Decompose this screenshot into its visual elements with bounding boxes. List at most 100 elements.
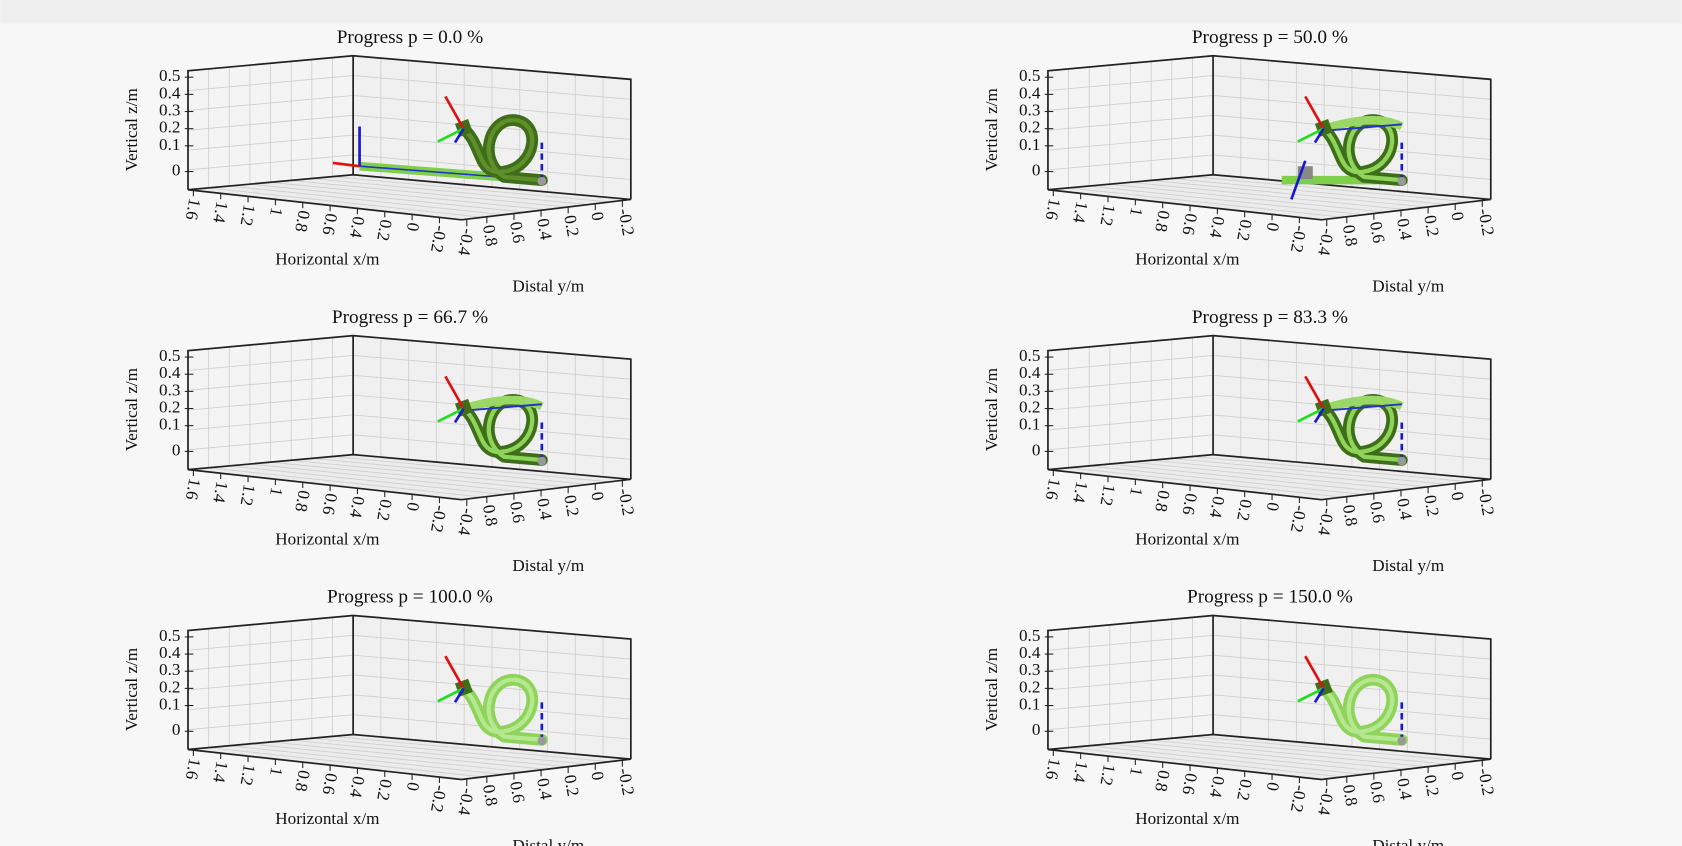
y-tick-label: 0.2 bbox=[1420, 773, 1442, 797]
y-tick-label: 0.8 bbox=[479, 223, 501, 247]
y-tick-label: 0.6 bbox=[1366, 220, 1389, 245]
z-tick-label: 0 bbox=[172, 440, 181, 459]
panel-title: Progress p = 83.3 % bbox=[1192, 307, 1348, 328]
z-tick-label: 0 bbox=[1032, 160, 1041, 179]
x-tick-label: 1.6 bbox=[1042, 197, 1065, 222]
z-tick-label: 0.4 bbox=[159, 83, 181, 102]
x-tick-label: 0.8 bbox=[291, 209, 313, 233]
z-tick-label: 0.5 bbox=[1019, 66, 1040, 85]
x-tick-label: 1.4 bbox=[1069, 760, 1092, 785]
x-tick-label: 1.6 bbox=[182, 477, 205, 502]
x-tick-label: 1.2 bbox=[237, 763, 259, 787]
z-tick-label: 0.4 bbox=[159, 643, 181, 662]
z-tick-label: 0.5 bbox=[159, 66, 180, 85]
y-axis-label: Distal y/m bbox=[512, 556, 585, 575]
y-tick-label: 0.4 bbox=[533, 217, 556, 242]
y-tick-label: 0.8 bbox=[479, 783, 501, 807]
x-axis-label: Horizontal x/m bbox=[1135, 249, 1240, 268]
x-tick-label: 0.4 bbox=[1206, 495, 1229, 520]
x-tick-label: 0.8 bbox=[1151, 489, 1173, 513]
x-axis-label: Horizontal x/m bbox=[275, 529, 380, 548]
x-tick-label: 1.4 bbox=[1069, 480, 1092, 505]
panel-title: Progress p = 50.0 % bbox=[1192, 27, 1348, 48]
z-axis-label: Vertical z/m bbox=[122, 647, 141, 731]
z-tick-label: 0.3 bbox=[1019, 660, 1040, 679]
y-tick-label: 0.4 bbox=[1393, 497, 1416, 522]
z-tick-label: 0 bbox=[172, 160, 181, 179]
x-tick-label: 0.2 bbox=[1233, 218, 1255, 242]
y-tick-label: 0.6 bbox=[1366, 780, 1389, 805]
z-tick-label: 0.2 bbox=[1019, 677, 1040, 696]
z-tick-label: 0.3 bbox=[1019, 100, 1040, 119]
x-axis-label: Horizontal x/m bbox=[275, 249, 380, 268]
z-tick-label: 0.4 bbox=[1019, 83, 1041, 102]
x-tick-label: 0.2 bbox=[373, 498, 395, 522]
z-axis-label: Vertical z/m bbox=[982, 87, 1001, 171]
x-tick-label: 1.4 bbox=[209, 200, 232, 225]
x-tick-label: 1.6 bbox=[182, 197, 205, 222]
panel-title: Progress p = 66.7 % bbox=[332, 307, 488, 328]
y-axis-label: Distal y/m bbox=[512, 276, 585, 295]
x-tick-label: 0.4 bbox=[346, 215, 369, 240]
z-tick-label: 0 bbox=[172, 720, 181, 739]
z-tick-label: 0.2 bbox=[1019, 118, 1040, 137]
base bbox=[538, 737, 547, 746]
y-tick-label: 0.8 bbox=[1339, 223, 1361, 247]
x-tick-label: 0.2 bbox=[373, 778, 395, 802]
y-tick-label: 0.6 bbox=[1366, 500, 1389, 525]
y-axis-label: Distal y/m bbox=[1372, 836, 1445, 846]
y-tick-label: 0.6 bbox=[506, 780, 529, 805]
x-tick-label: 1.6 bbox=[1042, 757, 1065, 782]
x-tick-label: 1.6 bbox=[182, 757, 205, 782]
z-tick-label: 0.2 bbox=[159, 118, 180, 137]
z-tick-label: 0.2 bbox=[159, 677, 180, 696]
y-tick-label: 0.4 bbox=[1393, 217, 1416, 242]
x-tick-label: 1.2 bbox=[237, 203, 259, 227]
y-tick-label: 0.2 bbox=[560, 493, 582, 517]
y-tick-label: 0.8 bbox=[1339, 783, 1361, 807]
y-tick-label: 0.2 bbox=[560, 214, 582, 238]
x-tick-label: 0.2 bbox=[1233, 498, 1255, 522]
x-tick-label: 0.8 bbox=[291, 489, 313, 513]
z-tick-label: 0 bbox=[1032, 440, 1041, 459]
x-tick-label: 1.6 bbox=[1042, 477, 1065, 502]
z-tick-label: 0.1 bbox=[159, 694, 180, 713]
x-tick-label: 0.8 bbox=[1151, 209, 1173, 233]
z-tick-label: 0.1 bbox=[159, 415, 180, 434]
panel-title: Progress p = 100.0 % bbox=[327, 587, 493, 608]
x-tick-label: 0.4 bbox=[346, 775, 369, 800]
z-tick-label: 0.1 bbox=[1019, 415, 1040, 434]
z-tick-label: 0.3 bbox=[159, 660, 180, 679]
base bbox=[538, 177, 547, 186]
y-axis-label: Distal y/m bbox=[512, 836, 585, 846]
y-tick-label: 0.6 bbox=[506, 500, 529, 525]
top-bar bbox=[0, 0, 1681, 24]
z-tick-label: 0.4 bbox=[1019, 643, 1041, 662]
x-axis-label: Horizontal x/m bbox=[1135, 529, 1240, 548]
y-tick-label: 0.6 bbox=[506, 220, 529, 245]
y-tick-label: 0.2 bbox=[1420, 214, 1442, 238]
y-tick-label: 0.8 bbox=[479, 503, 501, 527]
z-tick-label: 0.1 bbox=[1019, 694, 1040, 713]
x-tick-label: 1.4 bbox=[209, 480, 232, 505]
x-tick-label: 0.2 bbox=[1233, 778, 1255, 802]
x-tick-label: 1.4 bbox=[1069, 200, 1092, 225]
x-tick-label: 0.4 bbox=[1206, 775, 1229, 800]
y-tick-label: 0.2 bbox=[1420, 493, 1442, 517]
y-tick-label: 0.4 bbox=[533, 497, 556, 522]
y-tick-label: 0.4 bbox=[533, 777, 556, 802]
z-axis-label: Vertical z/m bbox=[122, 87, 141, 171]
base bbox=[1397, 457, 1406, 466]
x-tick-label: 1.4 bbox=[209, 760, 232, 785]
x-tick-label: 0.6 bbox=[1178, 772, 1201, 797]
x-tick-label: 0.4 bbox=[1206, 215, 1229, 240]
z-axis-label: Vertical z/m bbox=[122, 367, 141, 451]
base bbox=[538, 457, 547, 466]
panel-title: Progress p = 150.0 % bbox=[1187, 587, 1353, 608]
x-tick-label: 0.8 bbox=[1151, 769, 1173, 793]
x-tick-label: 0.4 bbox=[346, 495, 369, 520]
x-tick-label: 1.2 bbox=[1096, 763, 1118, 787]
page: Progress p = 0.0 %Vertical z/mHorizontal… bbox=[0, 0, 1682, 846]
y-axis-label: Distal y/m bbox=[1372, 276, 1445, 295]
y-tick-label: 0.2 bbox=[560, 773, 582, 797]
